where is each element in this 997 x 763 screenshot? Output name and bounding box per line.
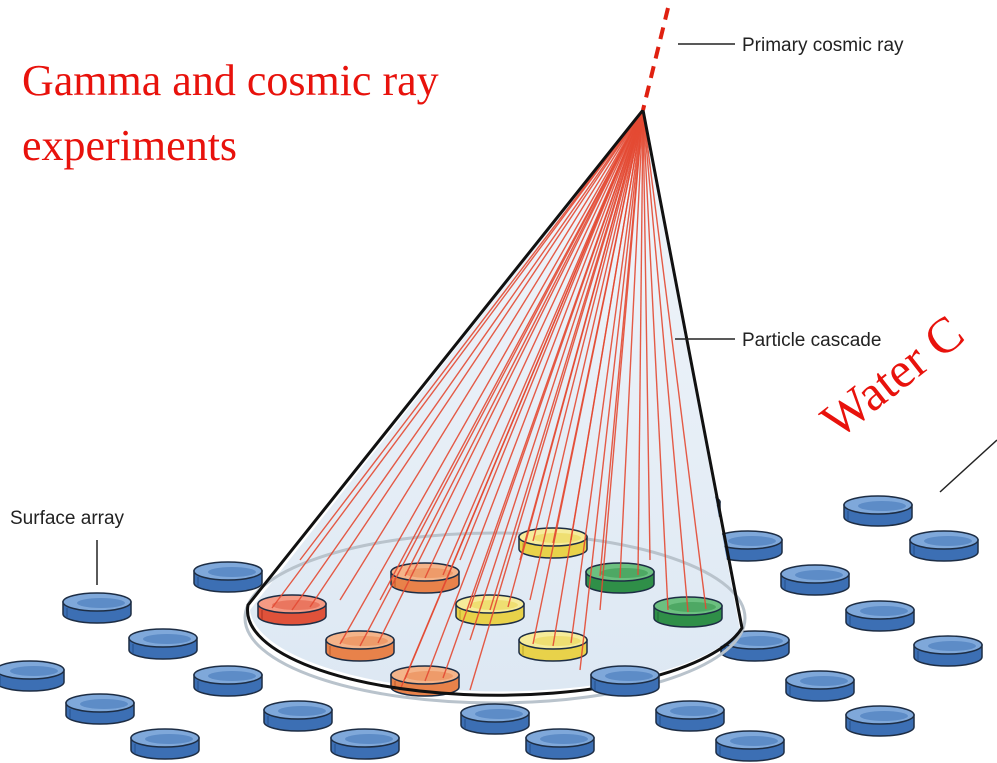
tank-top-shade xyxy=(858,501,906,511)
tank xyxy=(526,729,594,759)
tank-top-shade xyxy=(10,666,58,676)
label: Particle cascade xyxy=(742,330,881,351)
tank xyxy=(656,701,724,731)
tank xyxy=(846,601,914,631)
tank-top-shade xyxy=(800,676,848,686)
tank-top-shade xyxy=(475,709,523,719)
tank xyxy=(129,629,197,659)
tank xyxy=(844,496,912,526)
tank xyxy=(846,706,914,736)
tank-top-shade xyxy=(605,671,653,681)
tank-top-shade xyxy=(860,606,908,616)
tank-top-shade xyxy=(668,602,716,612)
primary-ray xyxy=(643,8,668,110)
tank-top-shade xyxy=(80,699,128,709)
tank xyxy=(781,565,849,595)
tank-top-shade xyxy=(540,734,588,744)
tank-top-shade xyxy=(600,568,648,578)
tank xyxy=(716,731,784,761)
tank-top-shade xyxy=(533,533,581,543)
tank-top-shade xyxy=(77,598,125,608)
water-label: Water C xyxy=(810,304,974,449)
tank xyxy=(914,636,982,666)
diagram: Primary cosmic ray Particle cascade Surf… xyxy=(0,0,997,763)
tank xyxy=(131,729,199,759)
tank-top-shade xyxy=(728,536,776,546)
tank-top-shade xyxy=(143,634,191,644)
tank xyxy=(194,562,262,592)
tank-top-shade xyxy=(928,641,976,651)
tank xyxy=(910,531,978,561)
page: Primary cosmic ray Particle cascade Surf… xyxy=(0,0,997,763)
tank xyxy=(194,666,262,696)
label: Surface array xyxy=(10,508,125,529)
tank xyxy=(786,671,854,701)
tank xyxy=(461,704,529,734)
tank xyxy=(66,694,134,724)
leader xyxy=(940,440,997,492)
tank-top-shade xyxy=(533,636,581,646)
tank-top-shade xyxy=(345,734,393,744)
label: Primary cosmic ray xyxy=(742,35,904,56)
tank-top-shade xyxy=(730,736,778,746)
tank xyxy=(591,666,659,696)
tank xyxy=(264,701,332,731)
title-line: experiments xyxy=(22,121,237,170)
tank-top-shade xyxy=(860,711,908,721)
tank-top-shade xyxy=(208,567,256,577)
tank-top-shade xyxy=(735,636,783,646)
tank-top-shade xyxy=(278,706,326,716)
tank-top-shade xyxy=(670,706,718,716)
tank-top-shade xyxy=(145,734,193,744)
title-line: Gamma and cosmic ray xyxy=(22,56,439,105)
tank xyxy=(331,729,399,759)
tank xyxy=(0,661,64,691)
tank-top-shade xyxy=(924,536,972,546)
tank xyxy=(63,593,131,623)
tank-top-shade xyxy=(208,671,256,681)
tank-top-shade xyxy=(795,570,843,580)
tank-top-shade xyxy=(405,671,453,681)
